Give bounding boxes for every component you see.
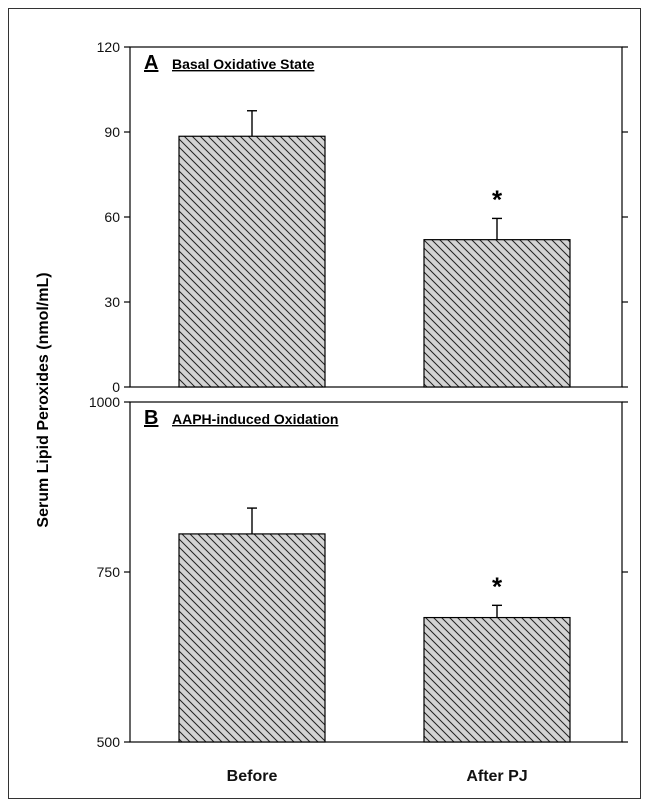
y-tick-label: 1000 xyxy=(89,394,120,410)
y-axis-label: Serum Lipid Peroxides (nmol/mL) xyxy=(35,272,52,527)
panel-letter: B xyxy=(144,407,158,429)
x-category-label-before: Before xyxy=(227,768,278,785)
panel-b: 500 750 1000 * B AAPH-induced Oxidation xyxy=(89,394,628,750)
y-tick-label: 120 xyxy=(97,39,121,55)
y-tick-label: 0 xyxy=(112,379,120,395)
bar-before xyxy=(178,135,326,388)
y-tick-label: 500 xyxy=(97,734,121,750)
panel-title: AAPH-induced Oxidation xyxy=(172,411,338,427)
panel-letter: A xyxy=(144,52,158,74)
x-category-label-after-pj: After PJ xyxy=(466,768,527,785)
panel-title: Basal Oxidative State xyxy=(172,56,315,72)
y-tick-label: 750 xyxy=(97,564,121,580)
bar-before xyxy=(178,533,326,743)
panel-a: 0 30 60 90 120 * A Basal Oxidative State xyxy=(97,39,628,395)
significance-marker: * xyxy=(492,184,503,214)
significance-marker: * xyxy=(492,571,503,601)
y-tick-label: 60 xyxy=(104,209,120,225)
bar-after-pj xyxy=(423,616,571,743)
bar-after-pj xyxy=(423,239,571,388)
figure-frame xyxy=(8,8,641,799)
y-tick-label: 90 xyxy=(104,124,120,140)
y-tick-label: 30 xyxy=(104,294,120,310)
